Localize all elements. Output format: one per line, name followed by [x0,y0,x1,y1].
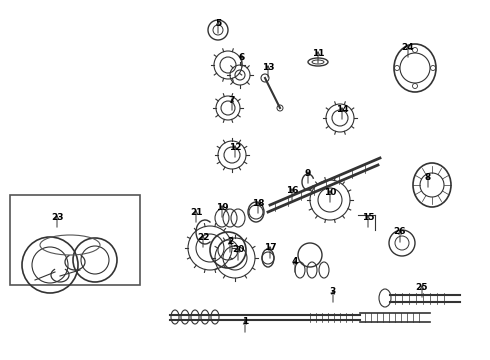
Text: 12: 12 [229,143,241,152]
Text: 8: 8 [425,172,431,181]
Text: 2: 2 [227,238,233,247]
Text: 10: 10 [324,188,336,197]
Text: 21: 21 [190,207,202,216]
Text: 18: 18 [252,198,264,207]
Text: 7: 7 [229,95,235,104]
Text: 1: 1 [242,318,248,327]
Text: 6: 6 [239,53,245,62]
Text: 17: 17 [264,243,276,252]
Text: 14: 14 [336,104,348,113]
Text: 4: 4 [292,257,298,266]
Text: 13: 13 [262,63,274,72]
Text: 9: 9 [305,168,311,177]
Text: 15: 15 [362,212,374,221]
Text: 11: 11 [312,49,324,58]
Text: 20: 20 [232,246,244,255]
Text: 19: 19 [216,202,228,212]
Text: 3: 3 [330,288,336,297]
Text: 25: 25 [416,283,428,292]
Text: 5: 5 [215,18,221,27]
Text: 22: 22 [197,233,209,242]
Text: 26: 26 [394,228,406,237]
Text: 16: 16 [286,185,298,194]
Text: 23: 23 [51,212,63,221]
Text: 24: 24 [402,42,415,51]
